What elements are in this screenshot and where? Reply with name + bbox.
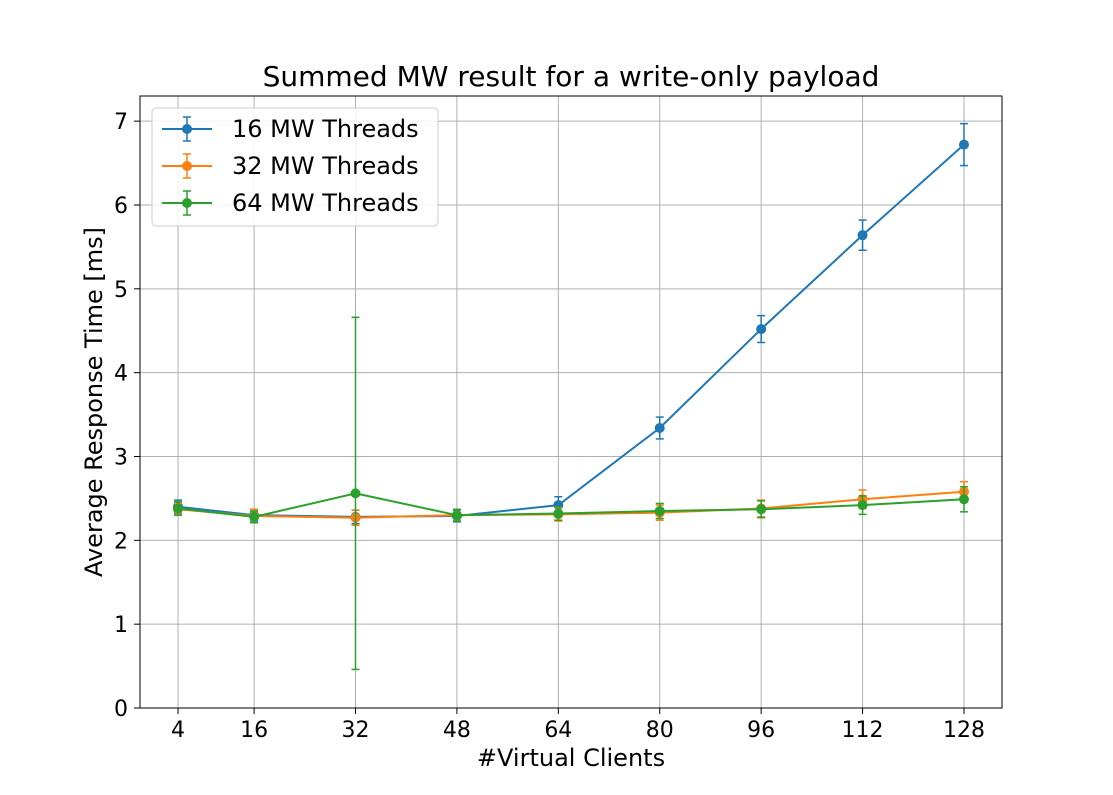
data-point (857, 500, 868, 511)
y-tick-label: 7 (114, 110, 128, 135)
y-tick-label: 6 (114, 194, 128, 219)
data-point (756, 504, 767, 515)
legend-label: 64 MW Threads (232, 189, 419, 217)
data-point (958, 139, 969, 150)
x-tick-label: 80 (646, 718, 674, 743)
y-tick-label: 1 (114, 613, 128, 638)
legend-item: 64 MW Threads (162, 189, 419, 217)
legend-marker (182, 124, 192, 134)
legend-marker (182, 161, 192, 171)
legend-label: 32 MW Threads (232, 152, 419, 180)
legend-box (151, 107, 439, 227)
x-tick-label: 96 (747, 718, 775, 743)
y-tick-label: 4 (114, 362, 128, 387)
ticks: 4 16 32 48 64 80 96 112 128 0 1 2 3 4 5 6 7 (114, 110, 985, 743)
data-point (249, 511, 260, 522)
legend: 16 MW Threads 32 MW Threads 64 MW Threads (151, 107, 439, 227)
data-point (173, 503, 184, 514)
data-point (553, 508, 564, 519)
x-tick-label: 32 (342, 718, 370, 743)
x-tick-label: 112 (842, 718, 884, 743)
series-layer (173, 122, 969, 671)
data-point (958, 494, 969, 505)
x-axis-label: #Virtual Clients (477, 744, 665, 772)
data-point (654, 505, 665, 516)
x-tick-label: 64 (544, 718, 572, 743)
legend-label: 16 MW Threads (232, 115, 419, 143)
y-tick-label: 0 (114, 697, 128, 722)
legend-item: 16 MW Threads (162, 115, 419, 143)
x-tick-label: 48 (443, 718, 471, 743)
plot-frame (139, 95, 1003, 709)
legend-item: 32 MW Threads (162, 152, 419, 180)
y-axis-label: Average Response Time [ms] (80, 227, 108, 577)
data-point (350, 488, 361, 499)
chart-title: Summed MW result for a write-only payloa… (263, 60, 880, 93)
series-3 (173, 316, 969, 671)
x-tick-label: 4 (171, 718, 185, 743)
x-tick-label: 128 (943, 718, 985, 743)
data-point (451, 510, 462, 521)
y-tick-label: 3 (114, 445, 128, 470)
y-tick-label: 5 (114, 278, 128, 303)
data-point (756, 324, 767, 335)
data-point (857, 230, 868, 241)
x-tick-label: 16 (240, 718, 268, 743)
data-point (654, 422, 665, 433)
y-tick-label: 2 (114, 529, 128, 554)
legend-marker (182, 198, 192, 208)
